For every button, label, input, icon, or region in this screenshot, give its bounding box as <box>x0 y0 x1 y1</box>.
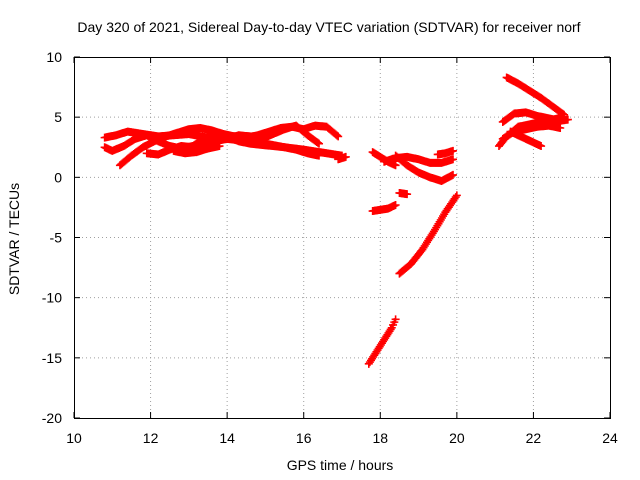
series-19 <box>506 127 546 151</box>
x-tick-label: 22 <box>526 430 542 446</box>
series-8 <box>380 152 458 167</box>
data-point <box>403 190 412 199</box>
y-tick-label: 10 <box>46 49 62 65</box>
data-point <box>334 132 343 141</box>
data-point <box>391 315 400 324</box>
x-tick-label: 12 <box>143 430 159 446</box>
axis-ticks: 10 12 14 16 18 20 22 24 -20 -15 -10 -5 0 5 10 <box>42 49 618 446</box>
data-point <box>451 193 460 202</box>
data-point <box>449 155 458 164</box>
y-axis-label: SDTVAR / TECUs <box>6 183 22 295</box>
series-9 <box>391 151 458 185</box>
data-point <box>313 138 322 147</box>
series-11 <box>368 201 400 216</box>
series-5 <box>169 142 224 158</box>
data-point <box>452 191 461 200</box>
series-3 <box>115 121 343 170</box>
x-tick-label: 10 <box>66 430 82 446</box>
y-tick-label: -10 <box>42 290 62 306</box>
series-18 <box>498 121 565 143</box>
y-tick-label: -20 <box>42 410 62 426</box>
data-point <box>556 123 565 132</box>
x-tick-label: 18 <box>372 430 388 446</box>
data-point <box>391 161 400 170</box>
data-point <box>537 142 546 151</box>
series-14 <box>364 315 400 368</box>
data-point <box>386 325 395 334</box>
series-15 <box>502 73 569 119</box>
data-point <box>315 151 324 160</box>
data-point <box>341 152 350 161</box>
y-tick-label: 5 <box>54 109 62 125</box>
y-tick-label: -15 <box>42 350 62 366</box>
x-axis-label: GPS time / hours <box>287 457 394 473</box>
data-point <box>560 113 569 122</box>
series-6 <box>334 152 350 164</box>
series-12 <box>395 188 412 199</box>
x-tick-label: 14 <box>219 430 235 446</box>
data-marks <box>100 73 572 368</box>
data-point <box>215 142 224 151</box>
series-13 <box>395 191 461 278</box>
y-tick-label: -5 <box>50 230 63 246</box>
series-10 <box>433 146 458 159</box>
data-point <box>315 139 324 148</box>
x-tick-label: 20 <box>449 430 465 446</box>
data-point <box>391 201 400 210</box>
data-point <box>449 170 458 179</box>
data-point <box>333 131 342 140</box>
data-point <box>449 146 458 155</box>
y-tick-label: 0 <box>54 169 62 185</box>
x-tick-label: 16 <box>296 430 312 446</box>
chart-title: Day 320 of 2021, Sidereal Day-to-day VTE… <box>77 19 580 35</box>
x-tick-label: 24 <box>602 430 618 446</box>
